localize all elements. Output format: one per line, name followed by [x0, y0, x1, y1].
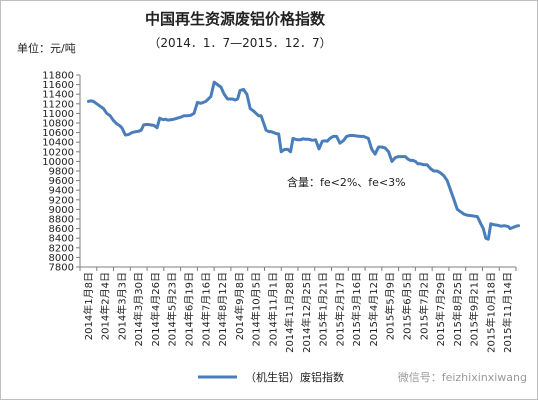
x-tick-label: 2015年9月21日 — [468, 272, 481, 347]
x-tick-label: 2014年8月12日 — [216, 272, 229, 347]
y-tick-label: 11600 — [42, 80, 74, 91]
y-axis: 7800800082008400860088009000920094009600… — [42, 71, 81, 274]
y-tick-label: 9800 — [49, 167, 74, 178]
y-tick-label: 9200 — [49, 195, 74, 206]
y-tick-label: 10400 — [42, 138, 74, 149]
y-tick-label: 7800 — [49, 263, 74, 274]
y-tick-label: 8800 — [49, 215, 74, 226]
x-tick-label: 2015年6月5日 — [401, 272, 414, 340]
x-tick-label: 2015年4月12日 — [367, 272, 380, 347]
x-tick-label: 2014年9月8日 — [233, 272, 246, 340]
y-tick-label: 11400 — [42, 90, 74, 101]
x-tick-label: 2014年2月4日 — [99, 272, 112, 340]
x-tick-label: 2014年10月5日 — [250, 272, 263, 347]
chart-subtitle: （2014．1．7—2015．12．7） — [148, 36, 331, 50]
y-tick-label: 11000 — [42, 109, 74, 120]
series-line — [86, 80, 520, 241]
x-tick-label: 2015年2月17日 — [333, 272, 346, 347]
x-tick-label: 2015年10月18日 — [484, 272, 497, 353]
x-tick-label: 2015年7月2日 — [417, 272, 430, 340]
x-tick-label: 2014年4月26日 — [149, 272, 162, 347]
y-tick-label: 11800 — [42, 71, 74, 82]
x-tick-label: 2014年3月3日 — [115, 272, 128, 340]
x-tick-label: 2014年7月16日 — [199, 272, 212, 347]
x-tick-label: 2015年5月9日 — [384, 272, 397, 340]
x-tick-label: 2014年12月25日 — [300, 272, 313, 353]
x-tick-label: 2015年11月14日 — [501, 272, 514, 353]
y-tick-label: 10200 — [42, 147, 74, 158]
x-tick-label: 2015年3月16日 — [350, 272, 363, 347]
y-tick-label: 10600 — [42, 128, 74, 139]
x-tick-label: 2015年7月29日 — [434, 272, 447, 347]
x-tick-label: 2014年11月28日 — [283, 272, 296, 353]
y-tick-label: 10800 — [42, 119, 74, 130]
legend: （机生铝）废铝指数 — [198, 370, 344, 384]
x-tick-label: 2014年3月30日 — [132, 272, 145, 347]
content-annotation: 含量：fe<2%、fe<3% — [287, 175, 406, 189]
y-tick-label: 8200 — [49, 243, 74, 254]
unit-label: 单位：元/吨 — [17, 41, 76, 55]
x-axis: 2014年1月8日 2014年2月4日 2014年3月3日 2014年3月30日 201… — [79, 266, 517, 353]
y-tick-label: 8000 — [49, 253, 74, 264]
series-layer — [86, 80, 520, 241]
y-tick-label: 9000 — [49, 205, 74, 216]
y-tick-label: 8400 — [49, 234, 74, 245]
chart-title: 中国再生资源废铝价格指数 — [145, 10, 326, 28]
y-tick-label: 10000 — [42, 157, 74, 168]
y-tick-label: 9400 — [49, 186, 74, 197]
x-tick-label: 2014年6月19日 — [183, 272, 196, 347]
x-tick-label: 2015年8月25日 — [451, 272, 464, 347]
wechat-watermark: 微信号：feizhixinxiwang — [398, 370, 527, 384]
legend-label: （机生铝）废铝指数 — [245, 370, 344, 384]
x-tick-label: 2014年1月8日 — [82, 272, 95, 340]
y-tick-label: 9600 — [49, 176, 74, 187]
y-tick-label: 8600 — [49, 224, 74, 235]
x-tick-label: 2014年11月1日 — [266, 272, 279, 347]
x-tick-label: 2015年1月21日 — [317, 272, 330, 347]
x-tick-label: 2014年5月23日 — [166, 272, 179, 347]
y-tick-label: 11200 — [42, 99, 74, 110]
